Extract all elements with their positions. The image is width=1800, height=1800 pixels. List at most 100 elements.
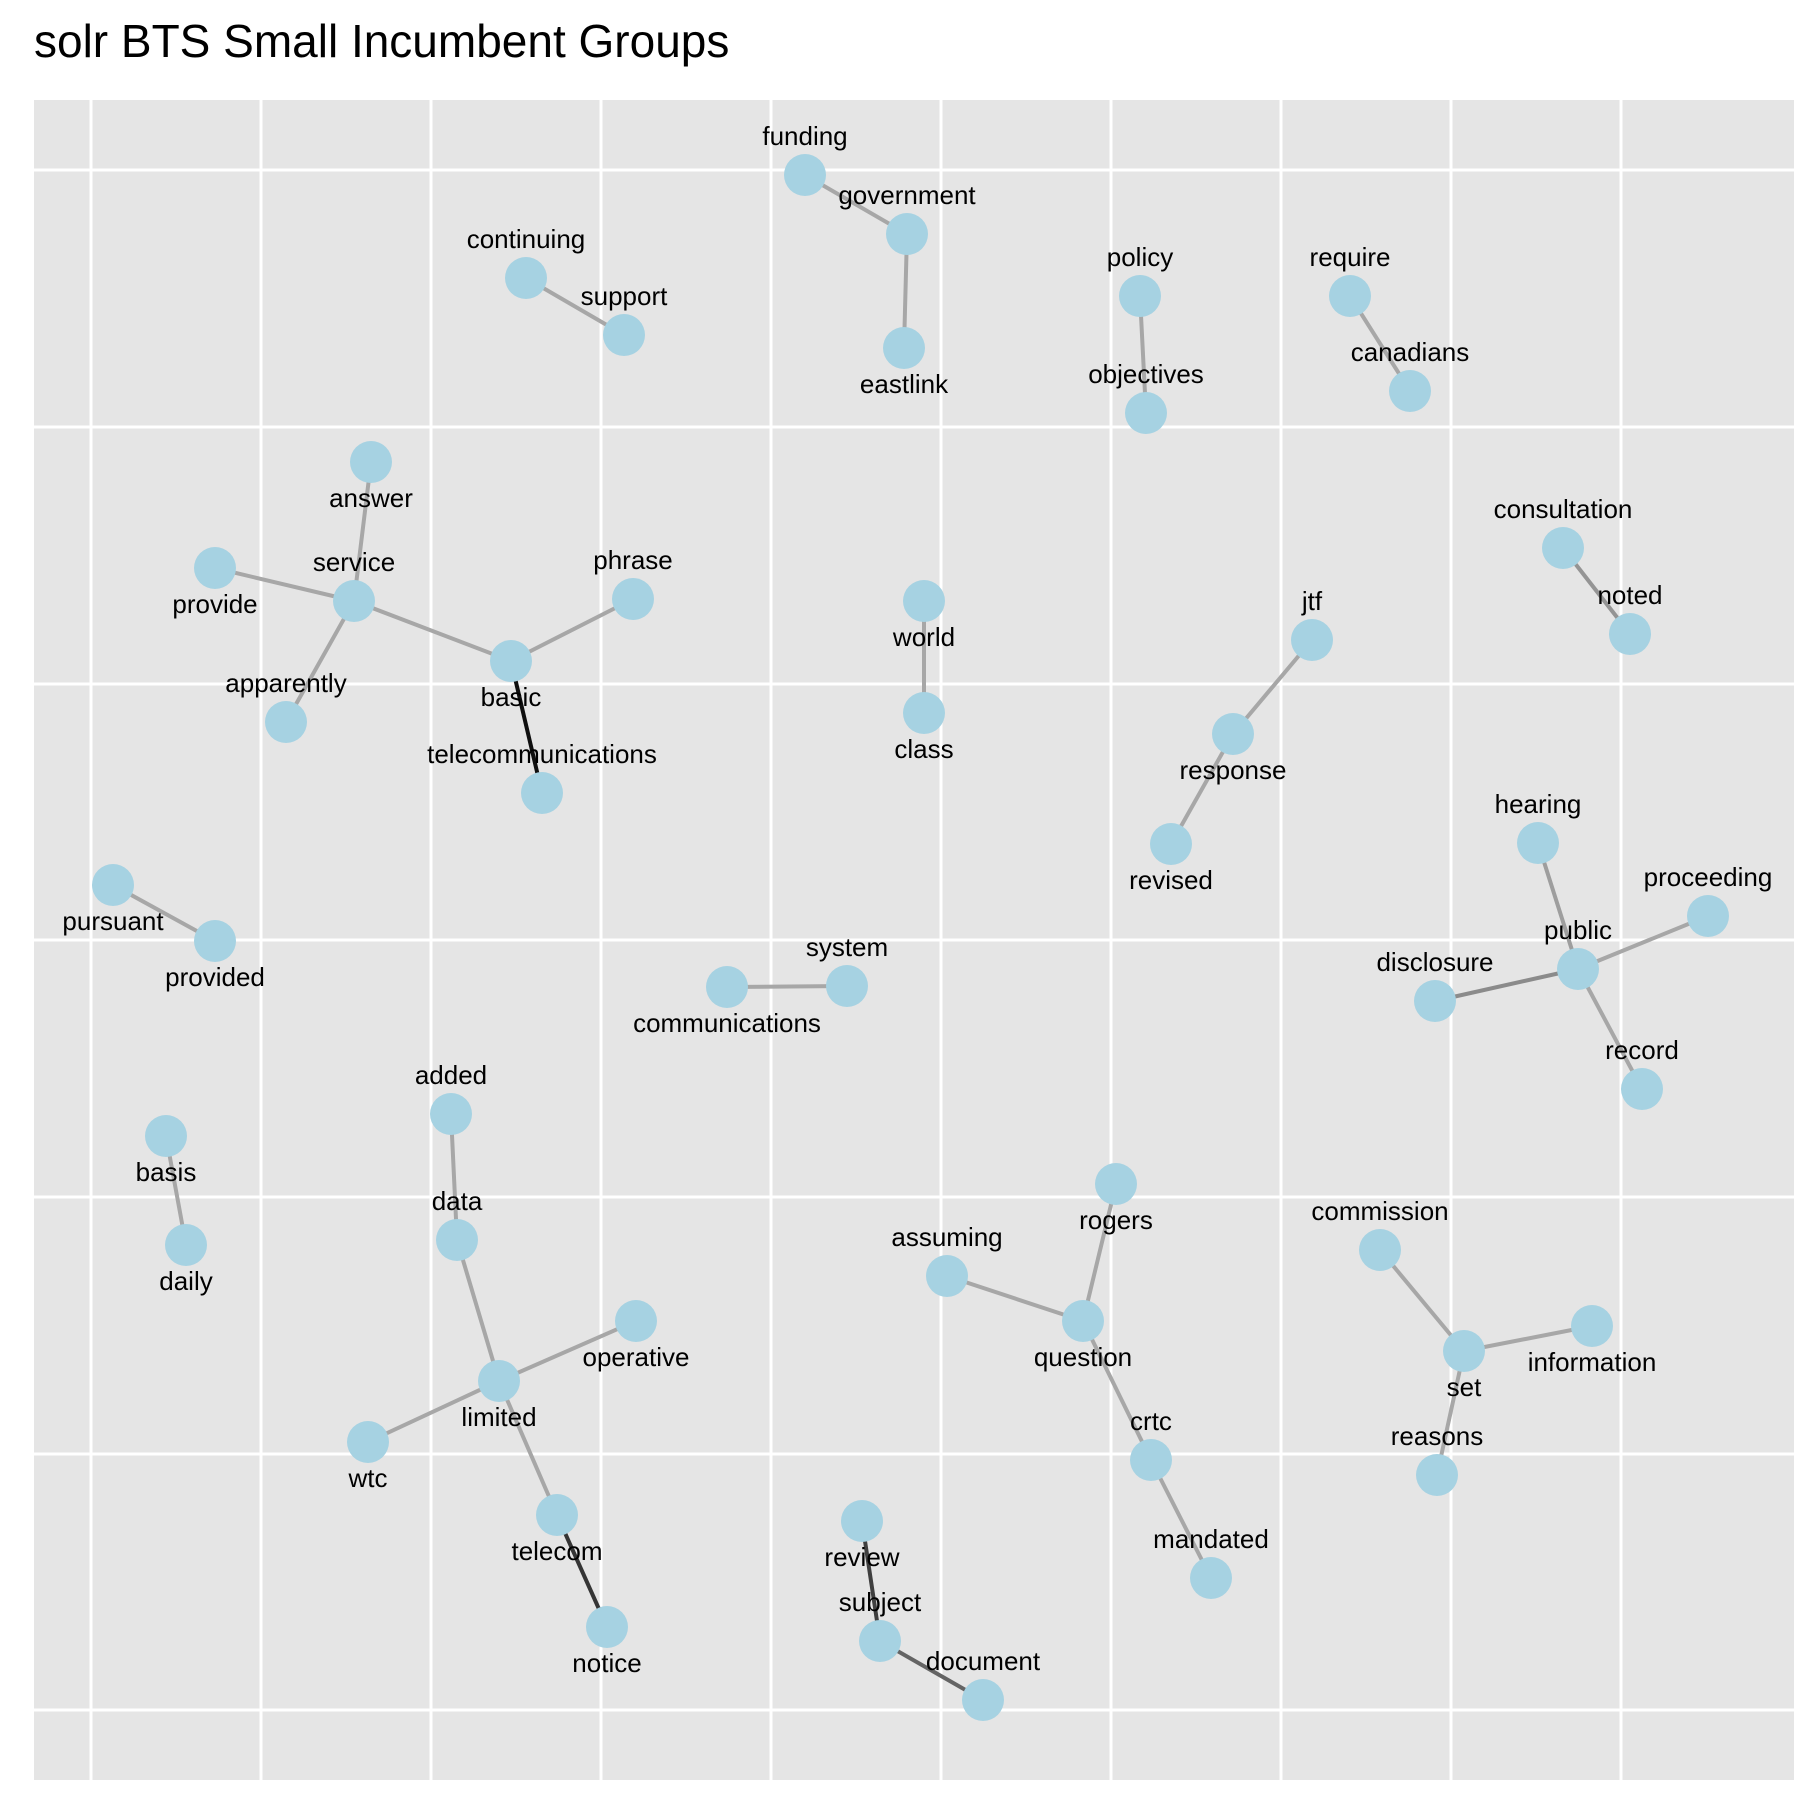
- node-label-communications: communications: [633, 1008, 821, 1038]
- node-label-crtc: crtc: [1130, 1406, 1172, 1436]
- node-label-revised: revised: [1129, 865, 1213, 895]
- node-label-world: world: [892, 622, 955, 652]
- node-consultation: [1542, 527, 1584, 569]
- node-label-class: class: [894, 734, 953, 764]
- node-label-disclosure: disclosure: [1376, 947, 1493, 977]
- node-communications: [706, 966, 748, 1008]
- edge-proceeding-public: [1576, 914, 1710, 971]
- node-system: [826, 965, 868, 1007]
- node-label-noted: noted: [1597, 580, 1662, 610]
- node-basic: [490, 640, 532, 682]
- node-revised: [1150, 823, 1192, 865]
- edge-provide-service: [213, 566, 356, 603]
- node-review: [841, 1500, 883, 1542]
- node-pursuant: [92, 864, 134, 906]
- edge-wtc-limited: [366, 1379, 501, 1444]
- node-label-review: review: [824, 1542, 899, 1572]
- node-label-daily: daily: [159, 1266, 212, 1296]
- node-label-funding: funding: [762, 121, 847, 151]
- node-set: [1443, 1330, 1485, 1372]
- node-label-objectives: objectives: [1088, 359, 1204, 389]
- node-label-public: public: [1544, 915, 1612, 945]
- node-crtc: [1130, 1439, 1172, 1481]
- node-apparently: [265, 701, 307, 743]
- node-label-answer: answer: [329, 483, 413, 513]
- gridlines: [34, 100, 1794, 1780]
- node-provide: [194, 547, 236, 589]
- node-data: [436, 1219, 478, 1261]
- node-label-mandated: mandated: [1153, 1524, 1269, 1554]
- node-basis: [145, 1115, 187, 1157]
- node-label-support: support: [581, 281, 668, 311]
- node-support: [603, 314, 645, 356]
- node-service: [333, 580, 375, 622]
- edge-assuming-question: [945, 1274, 1085, 1323]
- node-label-reasons: reasons: [1391, 1421, 1484, 1451]
- node-label-information: information: [1528, 1347, 1657, 1377]
- node-class: [903, 692, 945, 734]
- node-funding: [784, 154, 826, 196]
- node-canadians: [1389, 370, 1431, 412]
- node-record: [1621, 1068, 1663, 1110]
- node-answer: [350, 441, 392, 483]
- edge-basic-phrase: [509, 597, 635, 663]
- edge-rogers-question: [1081, 1182, 1118, 1323]
- edge-disclosure-public: [1433, 967, 1580, 1003]
- edge-public-record: [1576, 967, 1644, 1091]
- node-label-proceeding: proceeding: [1644, 862, 1773, 892]
- node-added: [430, 1093, 472, 1135]
- node-label-assuming: assuming: [891, 1222, 1002, 1252]
- node-label-rogers: rogers: [1079, 1205, 1153, 1235]
- node-label-added: added: [415, 1060, 487, 1090]
- node-label-jtf: jtf: [1301, 586, 1323, 616]
- node-label-system: system: [806, 932, 888, 962]
- node-label-service: service: [313, 547, 395, 577]
- node-information: [1571, 1305, 1613, 1347]
- node-label-consultation: consultation: [1494, 494, 1633, 524]
- node-subject: [859, 1620, 901, 1662]
- node-policy: [1119, 275, 1161, 317]
- node-telecommunications: [521, 772, 563, 814]
- node-objectives: [1125, 392, 1167, 434]
- node-label-notice: notice: [572, 1648, 641, 1678]
- node-label-provided: provided: [165, 962, 265, 992]
- edge-apparently-service: [284, 599, 356, 724]
- node-reasons: [1416, 1454, 1458, 1496]
- node-question: [1062, 1300, 1104, 1342]
- node-label-record: record: [1605, 1035, 1679, 1065]
- node-proceeding: [1687, 895, 1729, 937]
- edge-set-reasons: [1435, 1349, 1466, 1477]
- node-assuming: [926, 1255, 968, 1297]
- node-limited: [478, 1360, 520, 1402]
- edge-crtc-mandated: [1149, 1458, 1213, 1580]
- node-label-canadians: canadians: [1351, 337, 1470, 367]
- edge-question-crtc: [1081, 1319, 1153, 1462]
- node-label-basic: basic: [481, 682, 542, 712]
- nodes: [92, 154, 1729, 1721]
- node-label-operative: operative: [583, 1342, 690, 1372]
- node-label-set: set: [1447, 1372, 1482, 1402]
- node-label-eastlink: eastlink: [860, 369, 949, 399]
- edge-added-data: [449, 1112, 459, 1242]
- node-mandated: [1190, 1557, 1232, 1599]
- node-label-subject: subject: [839, 1587, 922, 1617]
- node-label-hearing: hearing: [1495, 789, 1582, 819]
- node-require: [1329, 275, 1371, 317]
- node-public: [1557, 948, 1599, 990]
- node-label-data: data: [432, 1186, 483, 1216]
- node-labels: funding government eastlink continuing suppo…: [62, 121, 1772, 1678]
- node-label-provide: provide: [172, 589, 257, 619]
- node-label-question: question: [1034, 1342, 1132, 1372]
- edge-service-basic: [352, 599, 513, 663]
- node-label-government: government: [838, 180, 976, 210]
- node-label-response: response: [1180, 755, 1287, 785]
- edge-commission-set: [1378, 1248, 1466, 1353]
- node-eastlink: [883, 327, 925, 369]
- node-disclosure: [1414, 980, 1456, 1022]
- edge-basic-telecommunications: [509, 659, 544, 795]
- node-label-basis: basis: [136, 1157, 197, 1187]
- node-telecom: [536, 1494, 578, 1536]
- node-label-limited: limited: [461, 1402, 536, 1432]
- node-label-wtc: wtc: [348, 1463, 388, 1493]
